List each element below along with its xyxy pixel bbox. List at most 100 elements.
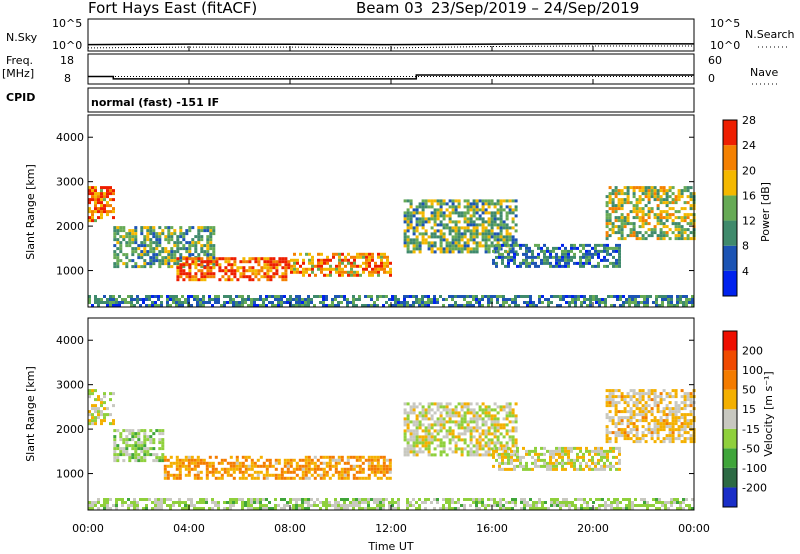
echo-cell xyxy=(353,264,356,268)
echo-cell xyxy=(484,405,488,409)
echo-cell xyxy=(106,298,109,301)
echo-cell xyxy=(436,429,440,433)
echo-cell xyxy=(553,504,556,507)
echo-cell xyxy=(190,501,193,504)
echo-cell xyxy=(289,461,293,465)
echo-cell xyxy=(418,241,422,245)
echo-cell xyxy=(152,235,156,239)
echo-cell xyxy=(481,220,485,224)
echo-cell xyxy=(265,470,269,474)
echo-cell xyxy=(664,504,667,507)
echo-cell xyxy=(134,459,138,463)
echo-cell xyxy=(320,252,323,256)
echo-cell xyxy=(466,429,470,433)
echo-cell xyxy=(265,467,269,471)
echo-cell xyxy=(484,414,488,418)
echo-cell xyxy=(134,235,138,239)
echo-cell xyxy=(214,504,217,507)
echo-cell xyxy=(514,414,518,418)
echo-cell xyxy=(134,444,138,448)
echo-cell xyxy=(169,498,172,501)
echo-cell xyxy=(244,470,248,474)
echo-cell xyxy=(629,234,633,238)
echo-cell xyxy=(528,261,531,265)
echo-cell xyxy=(139,498,142,501)
echo-cell xyxy=(472,226,476,230)
echo-cell xyxy=(391,295,394,298)
echo-cell xyxy=(326,255,329,259)
echo-cell xyxy=(365,267,368,271)
echo-cell xyxy=(469,447,473,451)
echo-cell xyxy=(436,498,439,501)
echo-cell xyxy=(546,449,549,453)
echo-cell xyxy=(257,269,261,273)
echo-cell xyxy=(329,270,332,274)
echo-cell xyxy=(677,195,681,199)
echo-cell xyxy=(543,458,546,462)
echo-cell xyxy=(460,504,463,507)
echo-cell xyxy=(481,438,485,442)
echo-cell xyxy=(296,258,299,262)
echo-cell xyxy=(442,504,445,507)
echo-cell xyxy=(612,449,615,453)
echo-cell xyxy=(611,228,615,232)
echo-cell xyxy=(457,211,461,215)
echo-cell xyxy=(140,256,144,260)
colorbar-swatch xyxy=(723,170,737,196)
echo-cell xyxy=(555,246,558,250)
echo-cell xyxy=(322,304,325,307)
echo-cell xyxy=(582,255,585,259)
echo-cell xyxy=(498,255,501,259)
echo-cell xyxy=(304,476,308,480)
echo-cell xyxy=(232,464,236,468)
echo-cell xyxy=(415,220,419,224)
echo-cell xyxy=(653,431,657,435)
echo-cell xyxy=(185,275,189,279)
echo-cell xyxy=(522,261,525,265)
echo-cell xyxy=(605,413,609,417)
echo-cell xyxy=(302,267,305,271)
echo-cell xyxy=(307,304,310,307)
echo-cell xyxy=(436,211,440,215)
echo-cell xyxy=(513,255,516,259)
echo-cell xyxy=(611,401,615,405)
echo-cell xyxy=(286,501,289,504)
echo-cell xyxy=(478,441,482,445)
echo-cell xyxy=(283,464,287,468)
echo-cell xyxy=(442,235,446,239)
echo-cell xyxy=(507,243,510,247)
echo-cell xyxy=(535,304,538,307)
echo-cell xyxy=(490,447,494,451)
echo-cell xyxy=(641,189,645,193)
echo-cell xyxy=(91,416,94,420)
echo-cell xyxy=(620,189,624,193)
echo-cell xyxy=(149,447,153,451)
echo-cell xyxy=(113,438,117,442)
echo-cell xyxy=(498,455,501,459)
echo-cell xyxy=(359,252,362,256)
echo-cell xyxy=(608,228,612,232)
echo-cell xyxy=(628,501,631,504)
echo-cell xyxy=(293,252,296,256)
echo-cell xyxy=(136,295,139,298)
echo-cell xyxy=(403,304,406,307)
echo-cell xyxy=(632,395,636,399)
echo-cell xyxy=(94,410,97,414)
echo-cell xyxy=(615,249,618,253)
echo-cell xyxy=(322,504,325,507)
echo-cell xyxy=(212,256,216,260)
echo-cell xyxy=(490,498,493,501)
echo-cell xyxy=(151,507,154,510)
echo-cell xyxy=(424,447,428,451)
echo-cell xyxy=(109,392,112,396)
echo-cell xyxy=(588,252,591,256)
echo-cell xyxy=(406,498,409,501)
echo-cell xyxy=(370,458,374,462)
echo-cell xyxy=(188,226,192,230)
echo-cell xyxy=(445,202,449,206)
echo-cell xyxy=(451,429,455,433)
echo-cell xyxy=(454,208,458,212)
echo-cell xyxy=(427,426,431,430)
echo-cell xyxy=(317,261,320,265)
echo-cell xyxy=(460,211,464,215)
